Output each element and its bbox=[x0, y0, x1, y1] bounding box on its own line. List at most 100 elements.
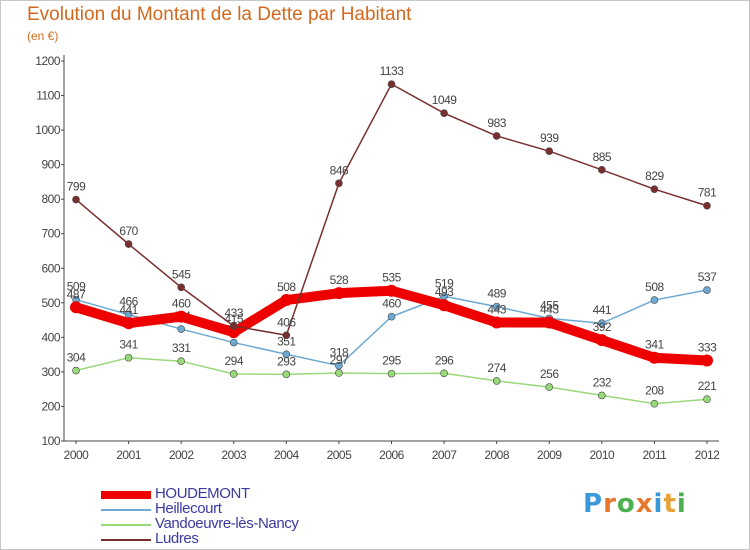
x-tick-label: 2007 bbox=[432, 448, 458, 462]
data-point bbox=[282, 350, 291, 359]
data-point bbox=[177, 283, 185, 292]
data-label: 441 bbox=[593, 303, 612, 317]
data-point bbox=[335, 179, 343, 188]
data-label: 983 bbox=[487, 116, 506, 130]
y-tick-label: 500 bbox=[41, 296, 60, 310]
legend-label: HOUDEMONT bbox=[155, 485, 250, 502]
data-point bbox=[440, 109, 448, 117]
x-tick-label: 2010 bbox=[589, 448, 615, 462]
y-tick-label: 1200 bbox=[35, 54, 61, 68]
y-tick-label: 800 bbox=[41, 192, 60, 206]
data-label: 781 bbox=[698, 186, 717, 200]
data-point bbox=[122, 317, 135, 330]
data-point bbox=[387, 369, 396, 378]
x-tick-label: 2000 bbox=[64, 448, 90, 462]
data-label: 443 bbox=[487, 303, 506, 317]
logo-letter: i bbox=[676, 489, 687, 519]
data-point bbox=[545, 147, 554, 155]
data-label: 508 bbox=[645, 280, 664, 294]
legend-swatch bbox=[101, 539, 151, 541]
data-label: 528 bbox=[330, 273, 349, 287]
data-point bbox=[282, 370, 291, 379]
data-label: 537 bbox=[698, 270, 717, 284]
data-point bbox=[175, 310, 188, 323]
y-tick-label: 600 bbox=[41, 261, 60, 275]
data-label: 392 bbox=[593, 320, 612, 334]
data-point bbox=[490, 316, 503, 329]
data-point bbox=[124, 240, 133, 248]
legend-swatch bbox=[101, 491, 151, 499]
data-point bbox=[650, 296, 659, 304]
data-label: 256 bbox=[540, 367, 559, 381]
data-label: 466 bbox=[119, 295, 138, 309]
data-label: 406 bbox=[277, 315, 296, 329]
legend-label: Ludres bbox=[155, 530, 199, 547]
data-label: 670 bbox=[119, 224, 138, 238]
data-point bbox=[598, 319, 606, 328]
y-tick-label: 200 bbox=[41, 399, 60, 413]
data-point bbox=[545, 383, 554, 391]
data-point bbox=[72, 366, 80, 375]
legend-swatch bbox=[101, 524, 151, 526]
data-point bbox=[70, 301, 82, 314]
x-tick-label: 2008 bbox=[484, 448, 510, 462]
data-label: 493 bbox=[435, 285, 454, 299]
data-point bbox=[282, 331, 291, 340]
data-label: 487 bbox=[67, 287, 86, 301]
data-label: 509 bbox=[67, 280, 86, 294]
data-point bbox=[703, 286, 711, 294]
data-point bbox=[598, 391, 606, 400]
data-point bbox=[492, 132, 501, 140]
data-point bbox=[229, 370, 238, 378]
logo-letter: x bbox=[635, 489, 654, 519]
data-point bbox=[72, 195, 80, 204]
logo-letter: r bbox=[603, 489, 617, 519]
data-label: 296 bbox=[435, 353, 454, 367]
data-point bbox=[229, 338, 238, 347]
data-point bbox=[492, 302, 501, 311]
legend-label: Vandoeuvre-lès-Nancy bbox=[155, 515, 299, 532]
data-point bbox=[387, 312, 396, 321]
data-label: 293 bbox=[277, 354, 296, 368]
data-label: 443 bbox=[540, 303, 559, 317]
x-tick-label: 2001 bbox=[116, 448, 142, 462]
proxiti-logo: Proxiti bbox=[583, 489, 687, 519]
data-point bbox=[124, 353, 133, 362]
legend-swatch bbox=[101, 509, 151, 511]
data-point bbox=[438, 299, 451, 312]
y-tick-label: 1100 bbox=[36, 89, 61, 103]
x-tick-label: 2003 bbox=[221, 448, 247, 462]
data-label: 508 bbox=[277, 280, 296, 294]
logo-letter: t bbox=[663, 489, 677, 519]
data-label: 939 bbox=[540, 131, 559, 145]
unit-label: (en €) bbox=[27, 29, 59, 43]
data-label: 846 bbox=[330, 163, 349, 177]
data-label: 1133 bbox=[380, 64, 405, 78]
data-point bbox=[598, 166, 606, 174]
data-point bbox=[492, 377, 501, 385]
data-point bbox=[650, 399, 659, 408]
x-tick-label: 2012 bbox=[695, 448, 721, 462]
data-label: 341 bbox=[645, 338, 664, 352]
data-point bbox=[280, 294, 293, 307]
data-label: 885 bbox=[593, 150, 612, 164]
data-label: 232 bbox=[593, 375, 612, 389]
legend-label: Heillecourt bbox=[155, 500, 222, 517]
logo-letter: i bbox=[653, 489, 664, 519]
data-label: 460 bbox=[172, 297, 191, 311]
data-label: 545 bbox=[172, 267, 191, 281]
data-label: 799 bbox=[67, 180, 86, 194]
data-point bbox=[543, 316, 556, 329]
data-label: 460 bbox=[382, 297, 401, 311]
y-tick-label: 300 bbox=[41, 365, 60, 379]
data-label: 351 bbox=[277, 334, 296, 348]
data-label: 318 bbox=[330, 346, 349, 360]
data-label: 441 bbox=[119, 303, 138, 317]
data-label: 341 bbox=[119, 338, 138, 352]
data-label: 221 bbox=[698, 379, 717, 393]
data-point bbox=[385, 284, 398, 297]
logo-letter: P bbox=[583, 489, 604, 519]
data-point bbox=[332, 287, 345, 300]
data-label: 433 bbox=[224, 306, 243, 320]
